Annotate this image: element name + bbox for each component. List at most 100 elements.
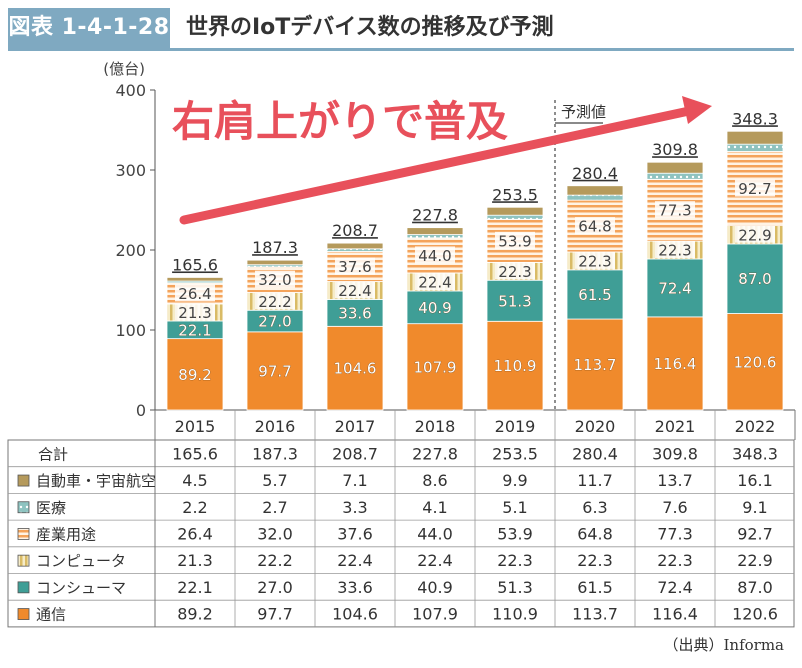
legend-swatch xyxy=(17,581,30,594)
y-tick-label: 300 xyxy=(115,161,146,180)
legend-swatch xyxy=(17,474,30,487)
bar-segment xyxy=(246,259,304,266)
y-unit-label: (億台) xyxy=(103,60,145,78)
value-label-bg xyxy=(255,270,295,288)
bar-segment xyxy=(406,234,464,239)
bar-segment xyxy=(566,185,624,196)
table-cell: 4.5 xyxy=(182,471,207,490)
table-cell: 3.3 xyxy=(342,498,367,517)
value-label: 22.9 xyxy=(738,226,771,244)
value-label: 87.0 xyxy=(738,270,771,288)
table-cell: 87.0 xyxy=(737,578,773,597)
legend-label: 通信 xyxy=(36,606,66,624)
legend-label: 自動車・宇宙航空 xyxy=(36,472,156,490)
x-tick-label: 2019 xyxy=(495,417,536,436)
total-label: 348.3 xyxy=(732,109,778,128)
table-cell: 309.8 xyxy=(652,444,698,463)
value-label: 77.3 xyxy=(658,202,691,220)
table-cell: 77.3 xyxy=(657,524,693,543)
value-label: 26.4 xyxy=(178,285,211,303)
value-label: 89.2 xyxy=(178,366,211,384)
total-label: 227.8 xyxy=(412,206,458,225)
bar-segment xyxy=(646,316,704,411)
table-cell: 22.1 xyxy=(177,578,213,597)
value-label-bg xyxy=(495,231,535,249)
value-label-bg xyxy=(575,217,615,235)
table-cell: 4.1 xyxy=(422,498,447,517)
value-label-bg xyxy=(655,241,695,259)
table-cell: 27.0 xyxy=(257,578,293,597)
table-cell: 348.3 xyxy=(732,444,778,463)
value-label-bg xyxy=(735,179,775,197)
value-label: 64.8 xyxy=(578,218,611,236)
value-label: 53.9 xyxy=(498,232,531,250)
value-label: 37.6 xyxy=(338,258,371,276)
table-cell: 120.6 xyxy=(732,605,778,624)
table-cell: 187.3 xyxy=(252,444,298,463)
legend-swatch xyxy=(17,528,30,540)
table-cell: 22.3 xyxy=(577,551,613,570)
total-label: 187.3 xyxy=(252,238,298,257)
value-label: 22.1 xyxy=(178,321,211,339)
value-label-bg xyxy=(255,292,295,310)
total-label: 280.4 xyxy=(572,164,618,183)
y-tick-label: 100 xyxy=(115,321,146,340)
table-cell: 89.2 xyxy=(177,605,213,624)
value-label: 21.3 xyxy=(178,304,211,322)
total-label: 208.7 xyxy=(332,221,378,240)
x-tick-label: 2016 xyxy=(255,417,296,436)
table-cell: 44.0 xyxy=(417,524,453,543)
forecast-label: 予測値 xyxy=(561,103,606,121)
table-cell: 5.7 xyxy=(262,471,287,490)
table-cell: 53.9 xyxy=(497,524,533,543)
trend-arrowhead xyxy=(682,96,712,124)
table-cell: 253.5 xyxy=(492,444,538,463)
value-label-bg xyxy=(735,225,775,243)
table-cell: 104.6 xyxy=(332,605,378,624)
bar-segment xyxy=(486,320,544,411)
table-cell: 11.7 xyxy=(577,471,613,490)
bar-segment xyxy=(646,172,704,180)
table-cell: 16.1 xyxy=(737,471,773,490)
figure-label: 図表 1-4-1-28 xyxy=(8,8,170,48)
table-cell: 97.7 xyxy=(257,605,293,624)
value-label: 32.0 xyxy=(258,271,291,289)
value-label: 120.6 xyxy=(734,353,777,371)
table-cell: 22.2 xyxy=(257,551,293,570)
bar-segment xyxy=(246,331,304,411)
table-cell: 51.3 xyxy=(497,578,533,597)
value-label-bg xyxy=(175,303,215,321)
x-tick-label: 2021 xyxy=(655,417,696,436)
table-cell: 22.3 xyxy=(497,551,533,570)
x-tick-label: 2020 xyxy=(575,417,616,436)
table-cell: 33.6 xyxy=(337,578,373,597)
table-cell: 7.1 xyxy=(342,471,367,490)
legend-swatch xyxy=(17,608,30,620)
table-cell: 61.5 xyxy=(577,578,613,597)
table-cell: 2.7 xyxy=(262,498,287,517)
x-tick-label: 2015 xyxy=(175,417,216,436)
trend-arrow xyxy=(179,104,705,225)
table-row-label: 合計 xyxy=(38,445,68,463)
value-label: 22.4 xyxy=(418,274,451,292)
value-label: 72.4 xyxy=(658,279,691,297)
table-cell: 107.9 xyxy=(412,605,458,624)
source-note: （出典）Informa xyxy=(663,636,784,654)
bar-segment xyxy=(486,214,544,220)
value-label: 22.3 xyxy=(498,263,531,281)
annotation-text: 右肩上がりで普及 xyxy=(172,97,508,146)
table-cell: 92.7 xyxy=(737,524,773,543)
legend-label: コンピュータ xyxy=(36,552,126,570)
table-cell: 37.6 xyxy=(337,524,373,543)
table-cell: 72.4 xyxy=(657,578,693,597)
value-label: 27.0 xyxy=(258,313,291,331)
bar-segment xyxy=(566,269,624,320)
table-cell: 165.6 xyxy=(172,444,218,463)
legend-label: コンシューマ xyxy=(36,579,126,597)
value-label: 22.3 xyxy=(658,242,691,260)
y-tick-label: 400 xyxy=(115,81,146,100)
table-cell: 9.1 xyxy=(742,498,767,517)
value-label: 110.9 xyxy=(494,357,537,375)
bar-segment xyxy=(566,194,624,201)
